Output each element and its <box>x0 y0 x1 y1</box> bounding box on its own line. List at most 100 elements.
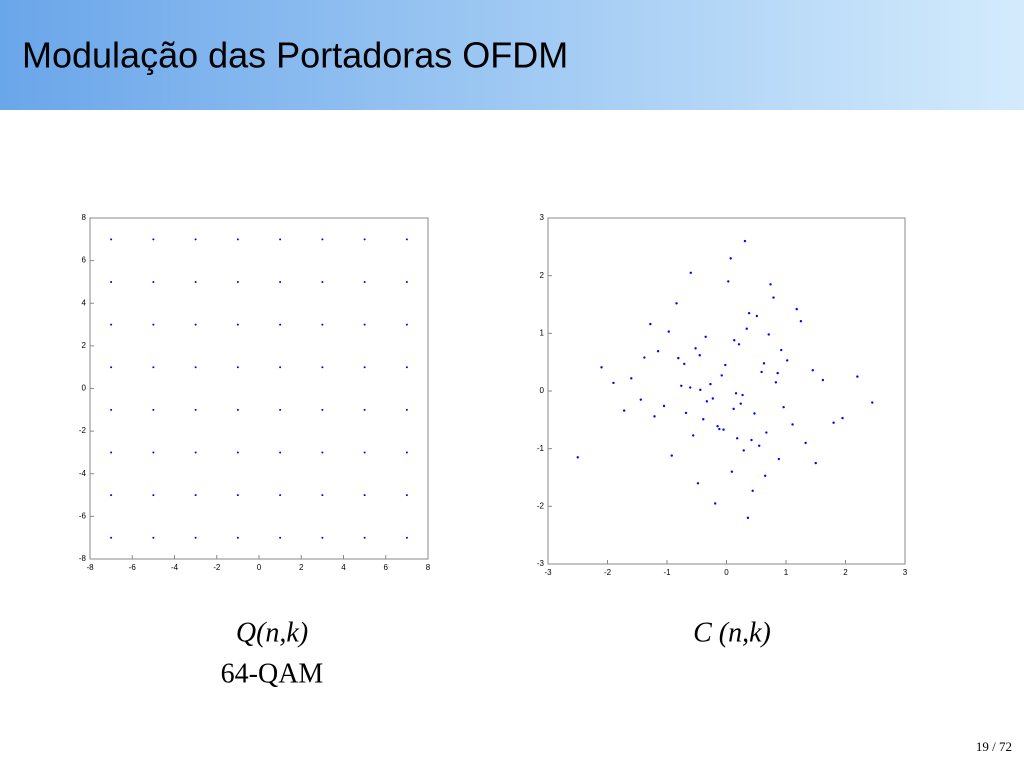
point <box>732 407 735 411</box>
x-tick-label: -1 <box>663 568 671 577</box>
point <box>727 280 730 283</box>
point <box>321 536 324 539</box>
point <box>730 470 734 473</box>
point <box>405 366 408 369</box>
point <box>689 386 692 389</box>
point <box>110 408 113 411</box>
point <box>653 415 656 418</box>
point <box>753 412 756 415</box>
point <box>405 280 408 283</box>
point <box>774 381 778 384</box>
point <box>321 238 324 241</box>
point <box>745 327 748 330</box>
point <box>680 384 683 388</box>
page-number: 19 / 72 <box>976 739 1012 754</box>
point <box>405 451 408 454</box>
point <box>612 381 615 385</box>
point <box>236 366 239 369</box>
point <box>702 418 705 421</box>
point <box>152 366 155 369</box>
point <box>405 408 408 411</box>
point <box>110 494 113 497</box>
point <box>741 393 744 397</box>
y-tick-label: 2 <box>82 341 87 350</box>
point <box>737 343 741 346</box>
point <box>110 238 113 241</box>
caption: Q(n,k) <box>236 617 308 648</box>
point <box>704 335 707 338</box>
point <box>736 437 739 440</box>
point <box>733 339 736 342</box>
point <box>321 494 324 497</box>
point <box>662 404 666 408</box>
point <box>363 494 366 497</box>
point <box>576 456 579 459</box>
point <box>236 323 239 326</box>
point <box>279 408 282 411</box>
point <box>718 427 721 431</box>
point <box>791 423 794 426</box>
point <box>321 451 324 454</box>
point <box>363 366 366 369</box>
point <box>279 238 282 241</box>
point <box>152 238 155 241</box>
point <box>711 397 715 400</box>
point <box>279 323 282 326</box>
point <box>363 323 366 326</box>
point <box>630 377 633 380</box>
point <box>110 536 113 539</box>
x-tick-label: -8 <box>86 563 94 572</box>
point <box>194 536 197 539</box>
point <box>279 451 282 454</box>
point <box>782 405 785 409</box>
point <box>691 434 695 437</box>
point <box>152 323 155 326</box>
point <box>724 363 727 367</box>
point <box>785 359 789 362</box>
point <box>363 238 366 241</box>
point <box>763 474 767 477</box>
point <box>699 388 702 392</box>
point <box>755 314 759 318</box>
point <box>152 280 155 283</box>
point <box>780 348 783 352</box>
point <box>405 323 408 326</box>
slide-title: Modulação das Portadoras OFDM <box>22 35 568 76</box>
point <box>110 451 113 454</box>
x-tick-label: 2 <box>299 563 304 572</box>
y-tick-label: -1 <box>537 444 545 453</box>
point <box>321 408 324 411</box>
point <box>194 408 197 411</box>
x-tick-label: 8 <box>426 563 431 572</box>
subcaption: 64-QAM <box>221 658 324 689</box>
point <box>194 451 197 454</box>
point <box>722 428 725 431</box>
point <box>841 416 844 420</box>
point <box>110 323 113 326</box>
point <box>776 371 779 375</box>
x-tick-label: -2 <box>604 568 612 577</box>
point <box>194 323 197 326</box>
point <box>321 366 324 369</box>
y-tick-label: 3 <box>540 213 545 222</box>
point <box>321 280 324 283</box>
plot-frame <box>547 217 906 565</box>
point <box>670 454 673 457</box>
x-tick-label: 6 <box>384 563 389 572</box>
y-tick-label: 1 <box>540 328 545 337</box>
point <box>152 408 155 411</box>
point <box>152 451 155 454</box>
point <box>363 408 366 411</box>
y-tick-label: -2 <box>537 501 545 510</box>
point <box>649 322 652 326</box>
point <box>684 411 688 415</box>
point <box>734 392 738 395</box>
x-tick-label: 0 <box>257 563 262 572</box>
point <box>729 257 732 260</box>
x-tick-label: 0 <box>724 568 729 577</box>
y-tick-label: 2 <box>540 271 545 280</box>
y-tick-label: -8 <box>79 554 87 563</box>
point <box>194 238 197 241</box>
